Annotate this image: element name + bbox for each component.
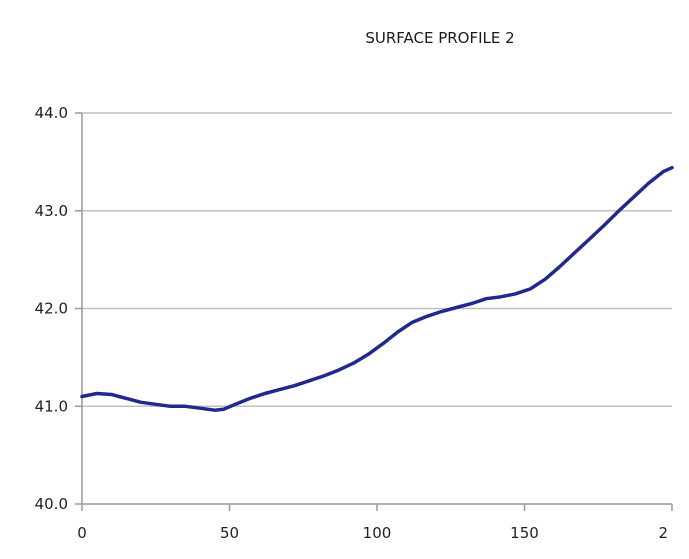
x-tick-label-0: 0: [77, 524, 87, 542]
x-tick-label-3: 150: [510, 524, 539, 542]
y-tick-labels: 40.0 41.0 42.0 43.0 44.0: [35, 104, 68, 513]
x-tick-label-1: 50: [220, 524, 239, 542]
y-tick-label-0: 40.0: [35, 495, 68, 513]
data-series: [80, 165, 674, 412]
chart-title: SURFACE PROFILE 2: [365, 29, 514, 47]
y-tick-label-3: 43.0: [35, 202, 68, 220]
y-tick-label-2: 42.0: [35, 300, 68, 318]
y-tick-label-4: 44.0: [35, 104, 68, 122]
gridlines: [82, 112, 672, 407]
y-tick-label-1: 41.0: [35, 397, 68, 415]
series-line-0: [80, 165, 674, 412]
x-tick-label-2: 100: [363, 524, 392, 542]
axes: [75, 112, 673, 511]
x-tick-labels: 0 50 100 150 2: [77, 524, 668, 542]
x-tick-label-4: 2: [658, 524, 668, 542]
